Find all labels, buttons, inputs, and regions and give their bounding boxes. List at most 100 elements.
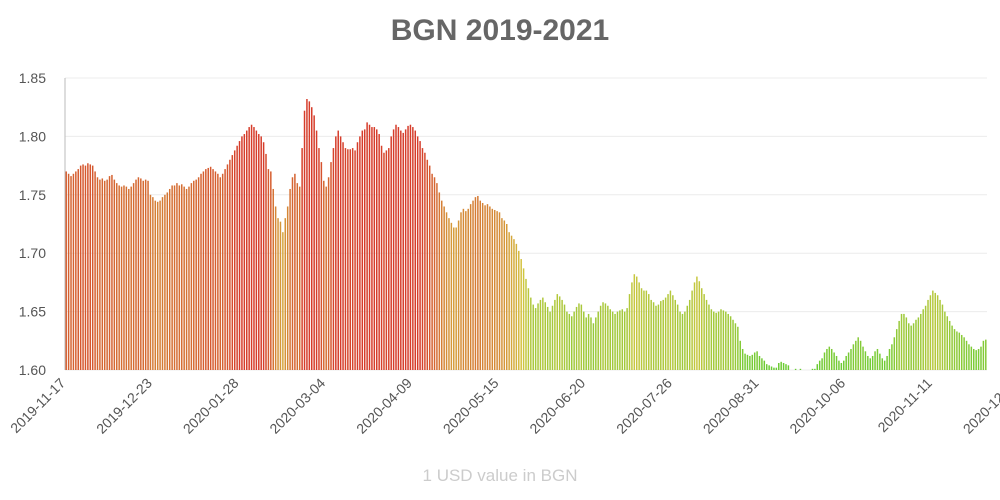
bar — [506, 224, 508, 370]
y-tick-label: 1.65 — [19, 304, 46, 320]
bar — [883, 360, 886, 370]
bar — [722, 310, 725, 370]
x-tick-labels: 2019-11-17 2019-12-23 2020-01-28 2020-03-04… — [7, 375, 1000, 437]
bar — [753, 352, 756, 370]
bar — [489, 206, 491, 370]
bar — [445, 212, 448, 370]
bar — [130, 186, 132, 370]
bar — [337, 130, 339, 370]
y-tick-label: 1.85 — [19, 70, 46, 86]
y-tick-label: 1.70 — [19, 245, 46, 261]
bar — [850, 348, 852, 370]
bar — [202, 171, 205, 370]
bar — [674, 299, 676, 370]
bar — [327, 177, 330, 370]
bar — [725, 311, 727, 370]
bar — [638, 282, 640, 370]
bar — [929, 295, 932, 370]
bar — [72, 173, 75, 370]
bar — [985, 339, 987, 370]
bar — [426, 159, 429, 370]
x-tick-label: 2020-08-31 — [700, 375, 762, 437]
bar — [927, 299, 929, 370]
bar — [356, 142, 359, 370]
bar — [727, 313, 729, 370]
bar — [867, 355, 869, 370]
bar — [614, 313, 616, 370]
bar — [332, 148, 335, 370]
bar — [604, 303, 607, 370]
bar — [414, 130, 417, 370]
bar — [532, 304, 534, 370]
bar — [267, 169, 270, 370]
bar — [542, 297, 544, 370]
bar — [903, 313, 905, 370]
y-tick-label: 1.80 — [19, 128, 46, 144]
bar — [378, 134, 380, 370]
bar — [455, 227, 457, 370]
bar — [910, 325, 912, 370]
bar — [924, 305, 927, 370]
bar — [915, 319, 917, 370]
bar — [640, 288, 643, 370]
bar — [739, 340, 741, 370]
bar — [982, 340, 985, 370]
bar — [835, 355, 838, 370]
bar — [125, 186, 128, 370]
bar — [843, 360, 845, 370]
bar — [431, 173, 433, 370]
bar — [879, 353, 881, 370]
bar — [963, 337, 965, 370]
bar — [116, 183, 118, 370]
x-tick-label: 2020-06-20 — [526, 375, 588, 437]
bar — [272, 188, 274, 370]
bar — [296, 183, 299, 370]
bar — [720, 309, 722, 370]
bar — [838, 360, 840, 370]
bar — [436, 183, 438, 370]
y-tick-label: 1.75 — [19, 187, 46, 203]
bar — [298, 186, 301, 370]
bar — [318, 148, 320, 370]
bar — [479, 200, 481, 370]
bar — [465, 211, 467, 370]
bar — [200, 173, 202, 370]
bar — [137, 177, 140, 370]
bar — [917, 317, 920, 370]
bar — [664, 297, 667, 370]
bar — [953, 329, 956, 370]
bar — [450, 222, 453, 370]
bar — [698, 281, 701, 370]
bar — [91, 165, 94, 370]
bar — [82, 164, 84, 370]
x-tick-label: 2020-04-09 — [353, 375, 415, 437]
bar — [518, 250, 520, 370]
bar — [188, 186, 190, 370]
bar — [597, 311, 599, 370]
bar — [563, 304, 566, 370]
bar — [602, 302, 604, 370]
bar — [477, 195, 479, 370]
x-tick-label: 2019-12-23 — [93, 375, 155, 437]
bar — [255, 130, 258, 370]
bar — [363, 129, 366, 370]
bar — [161, 197, 164, 370]
bar — [453, 227, 455, 370]
bar — [335, 136, 337, 370]
bar — [708, 304, 710, 370]
bar — [219, 177, 222, 370]
bar — [558, 296, 561, 370]
bar — [633, 274, 636, 370]
bar — [888, 348, 891, 370]
bar — [960, 334, 963, 370]
bar — [156, 201, 159, 370]
bar — [816, 364, 819, 370]
x-tick-label: 2019-11-17 — [7, 375, 68, 436]
bar — [737, 326, 739, 370]
bar — [241, 136, 243, 370]
bar — [655, 305, 657, 370]
bar — [912, 323, 915, 370]
bar — [732, 319, 734, 370]
bar — [409, 124, 412, 370]
